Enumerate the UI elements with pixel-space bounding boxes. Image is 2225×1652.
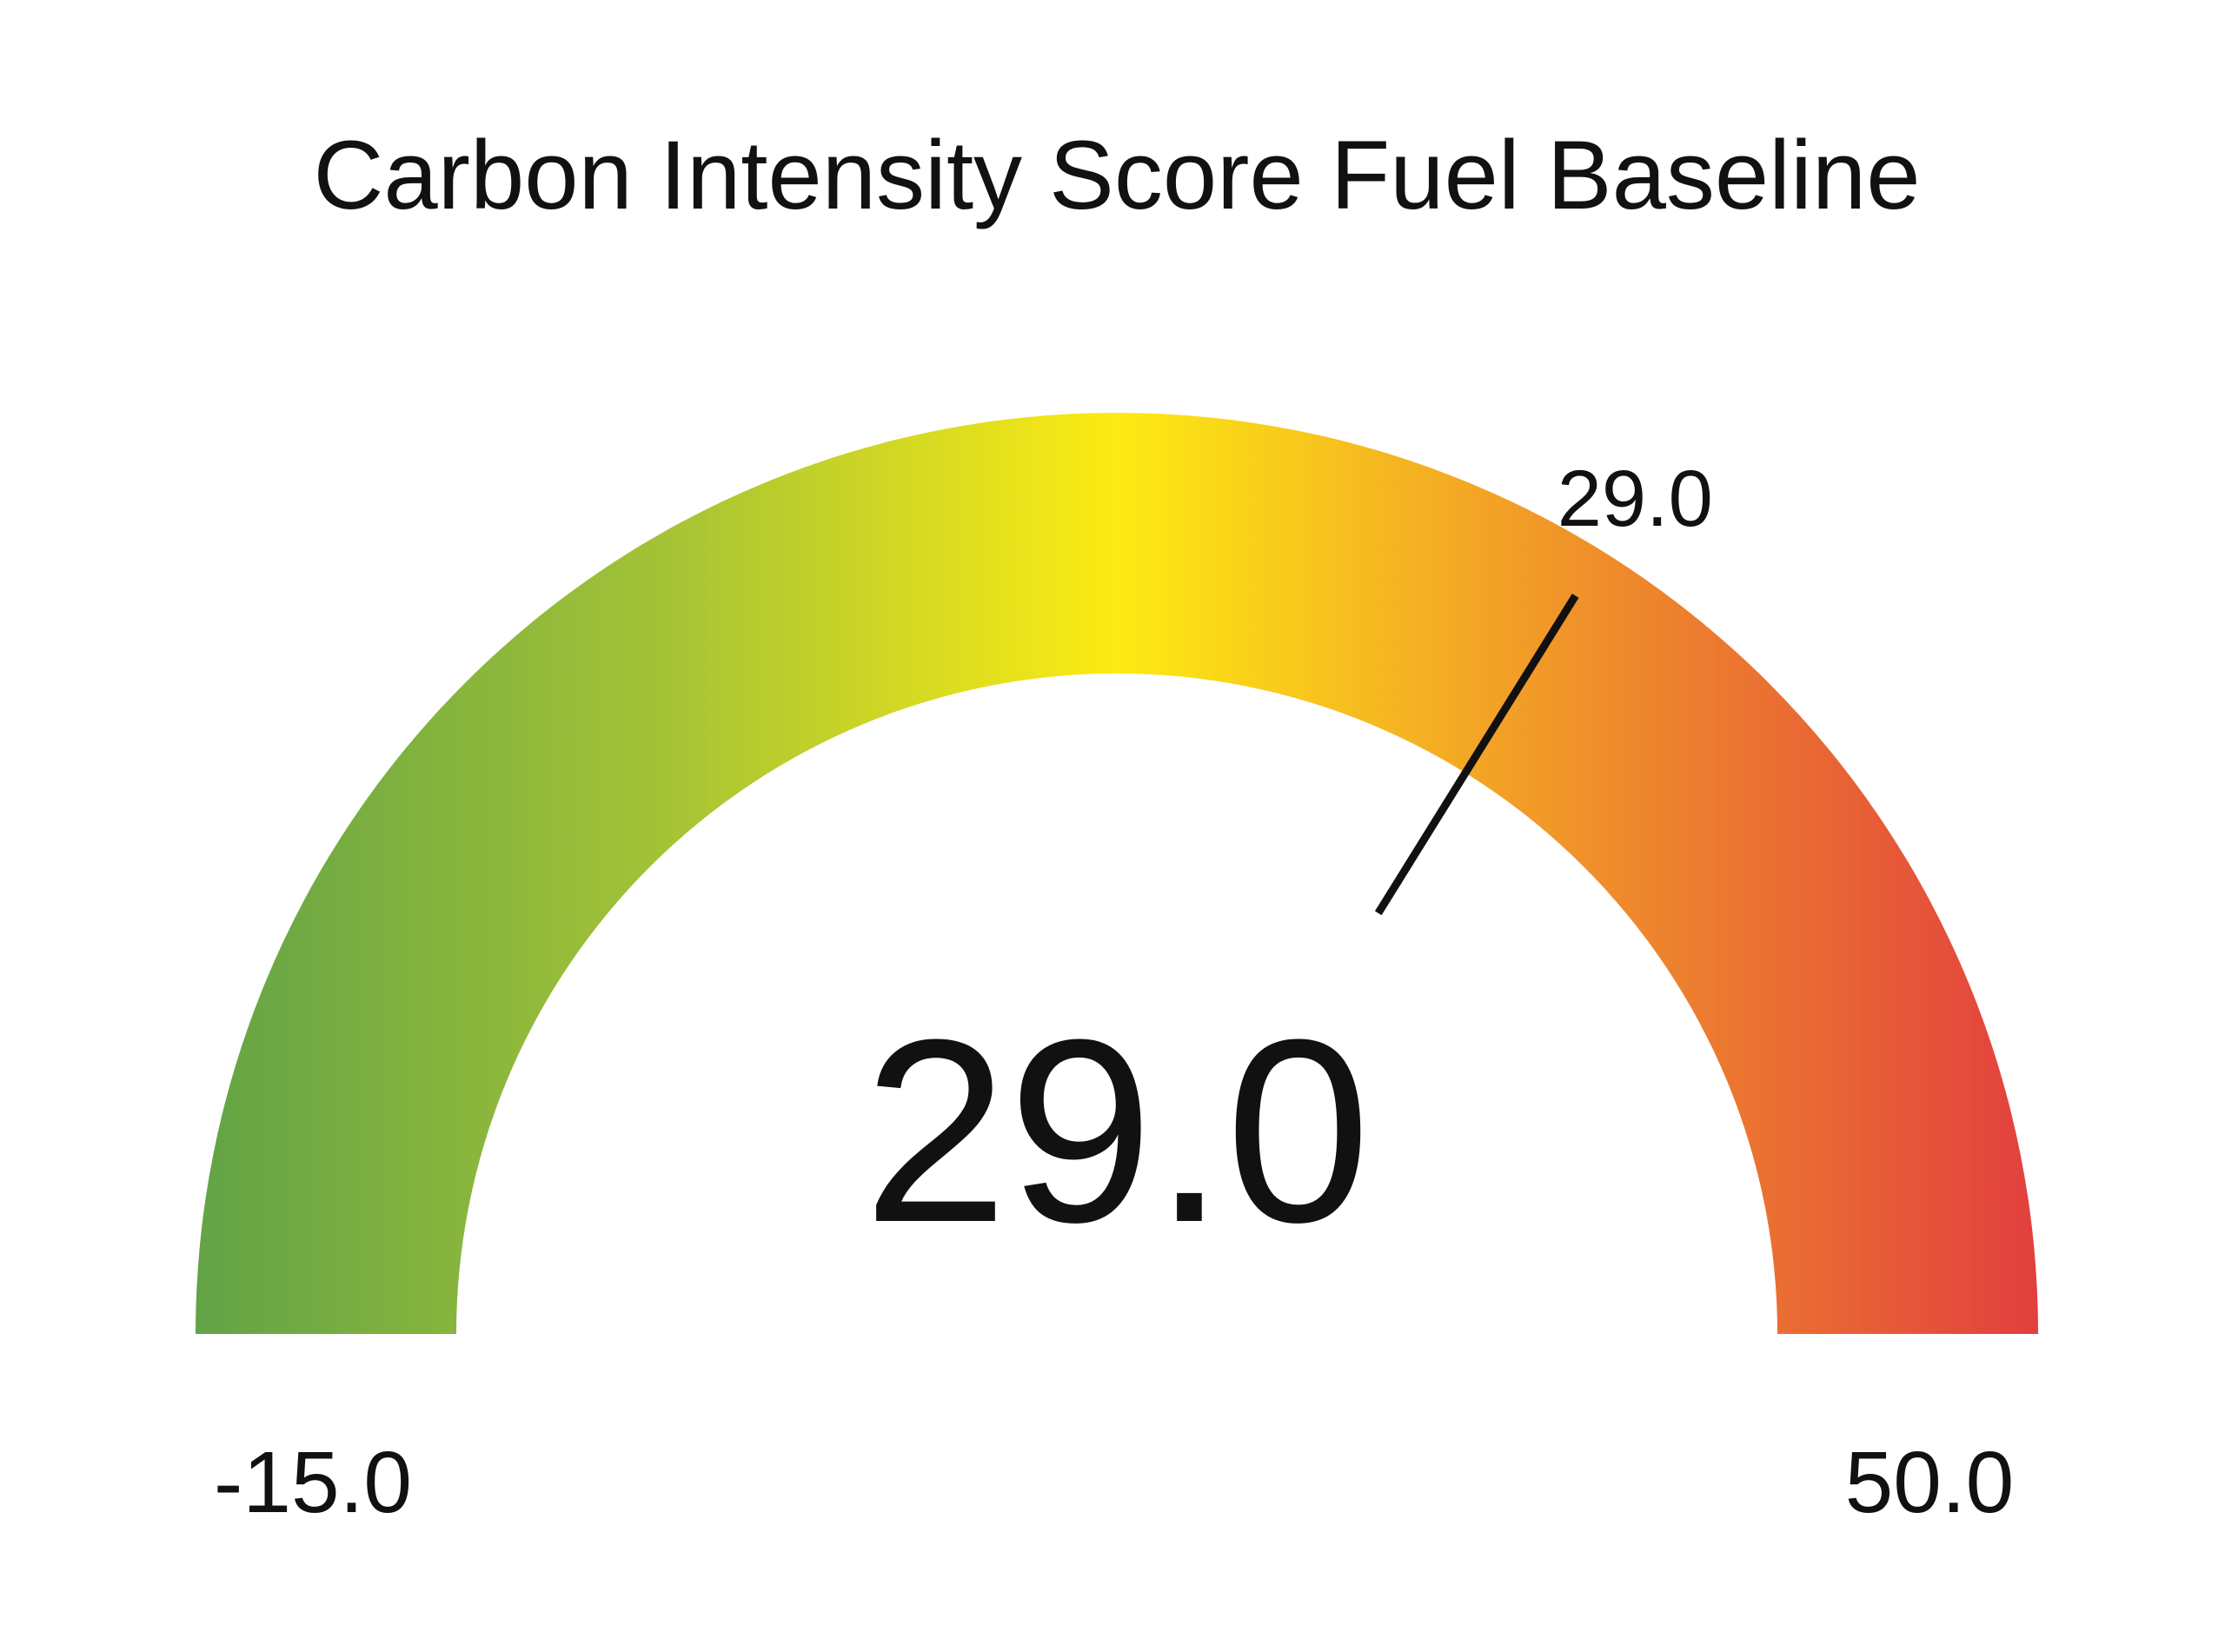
- gauge-min-label: -15.0: [214, 1434, 412, 1531]
- gauge-arc: [196, 413, 2038, 1334]
- needle-value-label: 29.0: [1558, 454, 1713, 543]
- gauge-max-label: 50.0: [1845, 1434, 2015, 1531]
- chart-title: Carbon Intensity Score Fuel Baseline: [314, 121, 1921, 229]
- gauge-center-value: 29.0: [863, 985, 1371, 1277]
- gauge-needle: [1374, 594, 1579, 916]
